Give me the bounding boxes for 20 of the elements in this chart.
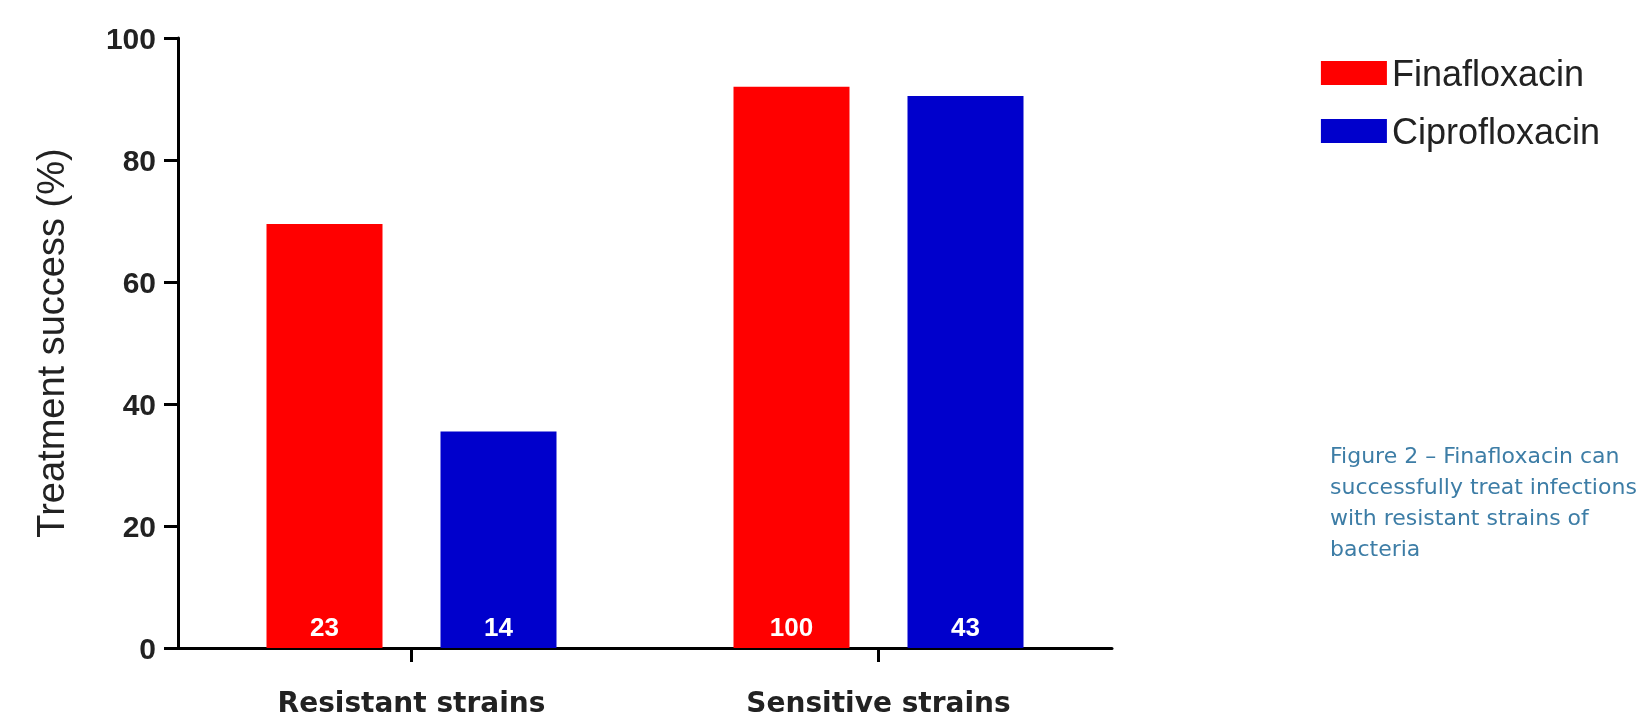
bar <box>733 86 850 648</box>
x-tick-label: Resistant strains <box>277 685 546 719</box>
caption: Figure 2 – Finafloxacin can successfully treat infections with resistant strains of bacteria <box>1330 442 1638 563</box>
annotation: 23 <box>310 612 339 642</box>
y-tick-label: 40 <box>122 387 156 421</box>
legend-label: Ciprofloxacin <box>1391 110 1600 152</box>
bar <box>440 431 557 648</box>
y-tick-label: 80 <box>122 143 156 177</box>
annotation: 14 <box>484 612 514 642</box>
annotation: 43 <box>951 612 980 642</box>
y-tick-label: 100 <box>105 21 156 55</box>
x-tick-label: Sensitive strains <box>746 685 1011 719</box>
y-axis-title: Treatment success (%) <box>30 148 72 538</box>
y-tick-label: 60 <box>122 265 156 299</box>
y-tick-label: 0 <box>139 631 156 665</box>
bar <box>266 224 383 648</box>
annotation: 100 <box>769 612 814 642</box>
y-tick-label: 20 <box>122 509 156 543</box>
legend-label: Finafloxacin <box>1391 52 1584 94</box>
bar <box>907 95 1024 648</box>
